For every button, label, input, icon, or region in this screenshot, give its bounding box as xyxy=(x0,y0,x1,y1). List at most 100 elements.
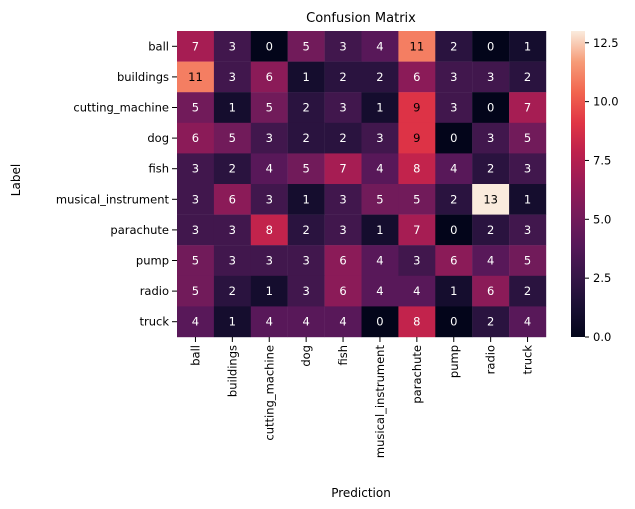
heatmap-value-6-5: 1 xyxy=(376,223,383,237)
heatmap-value-1-1: 3 xyxy=(229,70,236,84)
colorbar-scale xyxy=(571,31,585,337)
heatmap-value-9-4: 4 xyxy=(339,315,346,329)
heatmap-value-5-0: 3 xyxy=(192,192,199,206)
heatmap-value-3-8: 3 xyxy=(487,131,494,145)
heatmap-value-5-2: 3 xyxy=(266,192,273,206)
heatmap-value-7-4: 6 xyxy=(339,254,346,268)
heatmap-value-1-3: 1 xyxy=(302,70,309,84)
heatmap-value-3-0: 6 xyxy=(192,131,199,145)
heatmap-grid: 7 3 0 5 3 4 11 2 0 111 3 6 1 2 2 6 3 3 25 1 5 2 3 1 9 3 0 76 5 3 2 2 3 9 0… xyxy=(177,31,546,337)
y-tick-label-truck: truck xyxy=(139,315,169,329)
heatmap-value-3-3: 2 xyxy=(302,131,309,145)
heatmap-value-1-0: 11 xyxy=(188,70,203,84)
y-tick-label-cutting_machine: cutting_machine xyxy=(73,101,169,115)
heatmap-value-7-9: 5 xyxy=(524,254,531,268)
y-tick-label-parachute: parachute xyxy=(110,223,169,237)
heatmap-value-0-4: 3 xyxy=(339,39,346,53)
x-tick-label-radio: radio xyxy=(484,345,498,374)
y-tick-label-radio: radio xyxy=(140,284,169,298)
x-tick-label-parachute: parachute xyxy=(410,345,424,404)
heatmap-value-8-7: 1 xyxy=(450,284,457,298)
heatmap-value-8-2: 1 xyxy=(266,284,273,298)
heatmap-value-3-4: 2 xyxy=(339,131,346,145)
heatmap-value-4-5: 4 xyxy=(376,162,383,176)
heatmap-value-8-6: 4 xyxy=(413,284,420,298)
heatmap-value-9-7: 0 xyxy=(450,315,457,329)
heatmap-value-4-4: 7 xyxy=(339,162,346,176)
colorbar-tick-label-1: 2.5 xyxy=(593,271,611,285)
heatmap-value-7-8: 4 xyxy=(487,254,494,268)
heatmap-value-2-0: 5 xyxy=(192,101,199,115)
heatmap-value-7-3: 3 xyxy=(302,254,309,268)
chart-title: Confusion Matrix xyxy=(306,11,416,26)
heatmap-value-1-6: 6 xyxy=(413,70,420,84)
heatmap-value-6-1: 3 xyxy=(229,223,236,237)
x-tick-label-fish: fish xyxy=(336,345,350,366)
heatmap-value-2-9: 7 xyxy=(524,101,531,115)
heatmap-value-3-9: 5 xyxy=(524,131,531,145)
heatmap-value-2-6: 9 xyxy=(413,101,420,115)
heatmap-value-4-3: 5 xyxy=(302,162,309,176)
x-axis-label: Prediction xyxy=(331,486,391,500)
heatmap-value-8-4: 6 xyxy=(339,284,346,298)
colorbar-tick-label-3: 7.5 xyxy=(593,153,611,167)
x-tick-label-truck: truck xyxy=(521,345,535,375)
heatmap-value-6-0: 3 xyxy=(192,223,199,237)
heatmap-value-1-2: 6 xyxy=(266,70,273,84)
heatmap-value-4-9: 3 xyxy=(524,162,531,176)
heatmap-value-3-7: 0 xyxy=(450,131,457,145)
heatmap-value-6-8: 2 xyxy=(487,223,494,237)
heatmap-value-0-3: 5 xyxy=(302,39,309,53)
y-tick-label-musical_instrument: musical_instrument xyxy=(56,192,170,206)
heatmap-value-3-6: 9 xyxy=(413,131,420,145)
y-tick-label-pump: pump xyxy=(136,254,169,268)
x-tick-label-pump: pump xyxy=(447,345,461,378)
heatmap-value-9-6: 8 xyxy=(413,315,420,329)
y-tick-label-dog: dog xyxy=(147,131,169,145)
heatmap-value-2-8: 0 xyxy=(487,101,494,115)
heatmap-value-8-5: 4 xyxy=(376,284,383,298)
colorbar: 0.02.55.07.510.012.5 xyxy=(571,31,619,344)
heatmap-value-9-8: 2 xyxy=(487,315,494,329)
x-tick-labels: ball buildings cutting_machine dog fish music… xyxy=(188,337,534,458)
heatmap-value-5-7: 2 xyxy=(450,192,457,206)
heatmap-value-0-8: 0 xyxy=(487,39,494,53)
heatmap-value-6-4: 3 xyxy=(339,223,346,237)
heatmap-value-9-9: 4 xyxy=(524,315,531,329)
heatmap-value-0-7: 2 xyxy=(450,39,457,53)
y-axis-label: Label xyxy=(9,164,23,196)
x-tick-label-buildings: buildings xyxy=(225,345,239,397)
heatmap-value-2-5: 1 xyxy=(376,101,383,115)
heatmap-value-9-3: 4 xyxy=(302,315,309,329)
heatmap-value-4-0: 3 xyxy=(192,162,199,176)
heatmap-value-7-2: 3 xyxy=(266,254,273,268)
y-tick-label-fish: fish xyxy=(148,162,169,176)
heatmap-value-8-1: 2 xyxy=(229,284,236,298)
heatmap-value-8-9: 2 xyxy=(524,284,531,298)
colorbar-tick-label-0: 0.0 xyxy=(593,330,611,344)
heatmap-value-3-2: 3 xyxy=(266,131,273,145)
y-tick-label-ball: ball xyxy=(148,39,169,53)
heatmap-value-0-5: 4 xyxy=(376,39,383,53)
heatmap-value-8-3: 3 xyxy=(302,284,309,298)
x-tick-label-cutting_machine: cutting_machine xyxy=(262,345,276,441)
heatmap-value-2-2: 5 xyxy=(266,101,273,115)
heatmap-value-1-9: 2 xyxy=(524,70,531,84)
heatmap-value-7-6: 3 xyxy=(413,254,420,268)
heatmap-value-4-7: 4 xyxy=(450,162,457,176)
heatmap-value-9-5: 0 xyxy=(376,315,383,329)
heatmap-value-5-4: 3 xyxy=(339,192,346,206)
heatmap-value-6-2: 8 xyxy=(266,223,273,237)
heatmap-value-1-7: 3 xyxy=(450,70,457,84)
heatmap-value-1-4: 2 xyxy=(339,70,346,84)
heatmap-value-2-4: 3 xyxy=(339,101,346,115)
heatmap-value-5-9: 1 xyxy=(524,192,531,206)
heatmap-value-0-0: 7 xyxy=(192,39,199,53)
heatmap-value-0-9: 1 xyxy=(524,39,531,53)
heatmap-value-8-8: 6 xyxy=(487,284,494,298)
heatmap-value-0-1: 3 xyxy=(229,39,236,53)
heatmap-value-0-2: 0 xyxy=(266,39,273,53)
heatmap-value-1-8: 3 xyxy=(487,70,494,84)
